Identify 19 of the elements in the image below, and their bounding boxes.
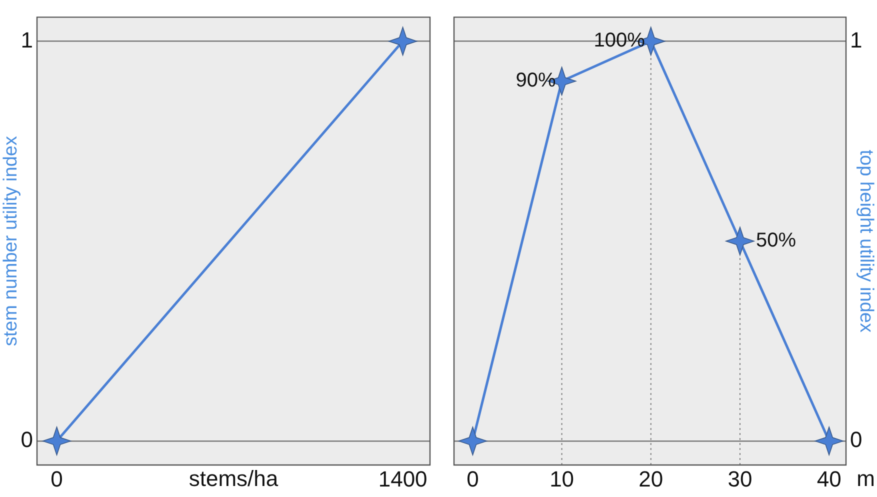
data-label: 50% — [756, 230, 796, 252]
point — [726, 226, 754, 256]
x-tick-label: 30 — [728, 466, 752, 492]
x-axis-title: stems/ha — [188, 466, 279, 492]
x-tick-label: 0 — [466, 466, 479, 492]
y-axis-title: stem number utility index — [0, 136, 22, 346]
x-tick-label: 40 — [816, 466, 842, 492]
x-axis-title: m — [856, 466, 875, 492]
x-tick-label: 20 — [638, 466, 664, 492]
x-tick-label: 1400 — [378, 466, 428, 492]
x-tick-label: 10 — [550, 466, 574, 492]
x-tick-label: 0 — [50, 466, 63, 492]
y2-axis-title: top height utility index — [855, 150, 876, 333]
point — [458, 426, 488, 456]
point — [814, 426, 844, 456]
y2-tick-label: 0 — [850, 427, 862, 452]
y2-tick-label: 1 — [850, 27, 862, 52]
data-label: 100% — [594, 30, 646, 52]
data-label: 90% — [516, 70, 556, 92]
